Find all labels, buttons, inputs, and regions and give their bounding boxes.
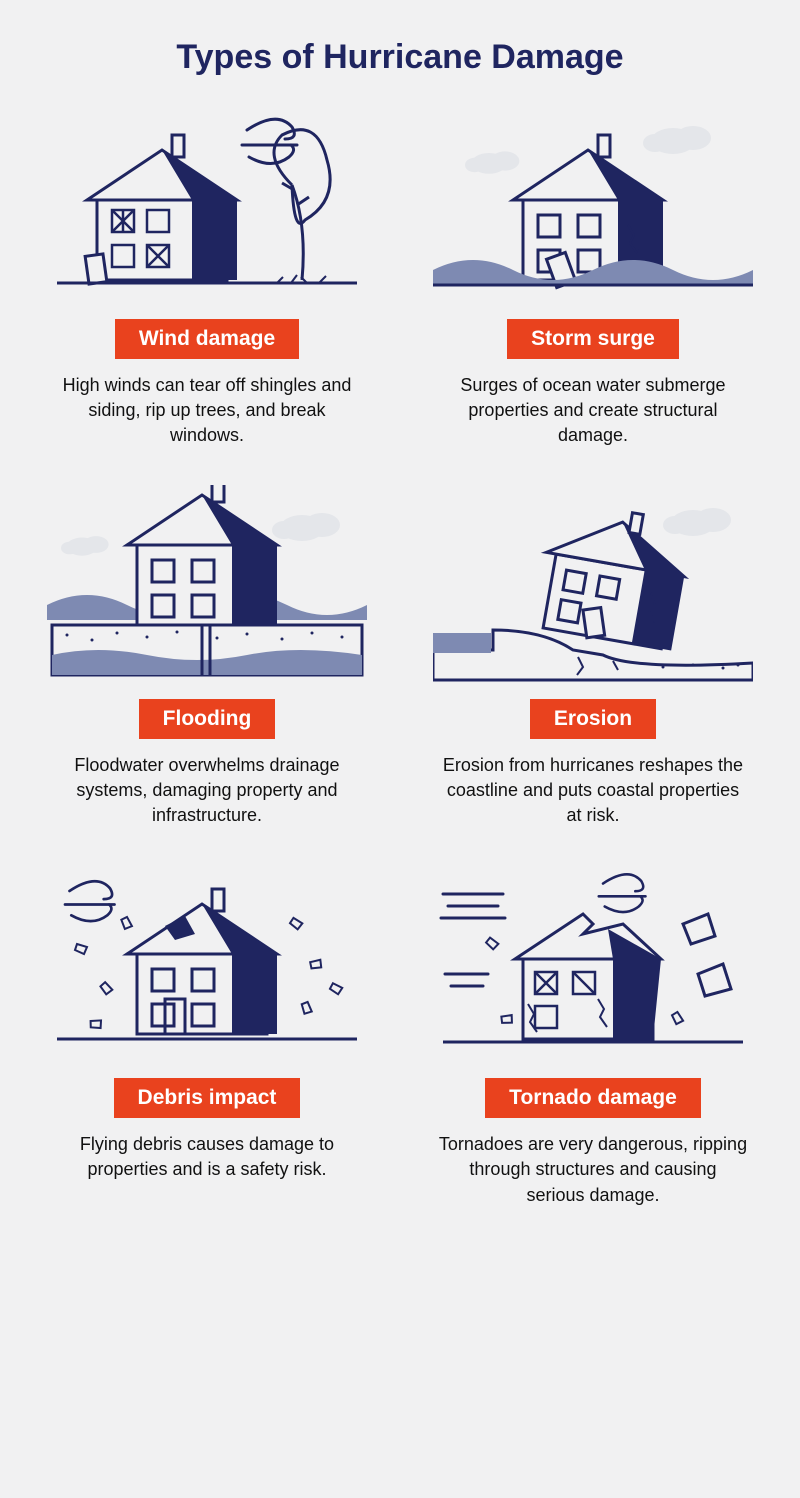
card-desc: Flying debris causes damage to propertie… xyxy=(52,1132,362,1182)
card-desc: Erosion from hurricanes reshapes the coa… xyxy=(438,753,748,829)
card-flood: Flooding Floodwater overwhelms drainage … xyxy=(30,485,384,829)
card-label: Erosion xyxy=(530,699,656,739)
card-desc: Tornadoes are very dangerous, ripping th… xyxy=(438,1132,748,1208)
storm-surge-icon xyxy=(433,105,753,305)
card-grid: Wind damage High winds can tear off shin… xyxy=(30,105,770,1208)
card-label: Storm surge xyxy=(507,319,679,359)
card-desc: High winds can tear off shingles and sid… xyxy=(52,373,362,449)
card-tornado: Tornado damage Tornadoes are very danger… xyxy=(416,864,770,1208)
card-label: Debris impact xyxy=(114,1078,301,1118)
card-erosion: Erosion Erosion from hurricanes reshapes… xyxy=(416,485,770,829)
infographic-container: Types of Hurricane Damage xyxy=(0,0,800,1252)
debris-impact-icon xyxy=(47,864,367,1064)
flooding-icon xyxy=(47,485,367,685)
card-wind: Wind damage High winds can tear off shin… xyxy=(30,105,384,449)
card-debris: Debris impact Flying debris causes damag… xyxy=(30,864,384,1208)
card-label: Wind damage xyxy=(115,319,299,359)
card-label: Tornado damage xyxy=(485,1078,701,1118)
page-title: Types of Hurricane Damage xyxy=(30,38,770,77)
wind-damage-icon xyxy=(47,105,367,305)
card-label: Flooding xyxy=(139,699,276,739)
card-surge: Storm surge Surges of ocean water submer… xyxy=(416,105,770,449)
card-desc: Surges of ocean water submerge propertie… xyxy=(438,373,748,449)
card-desc: Floodwater overwhelms drainage systems, … xyxy=(52,753,362,829)
erosion-icon xyxy=(433,485,753,685)
tornado-damage-icon xyxy=(433,864,753,1064)
